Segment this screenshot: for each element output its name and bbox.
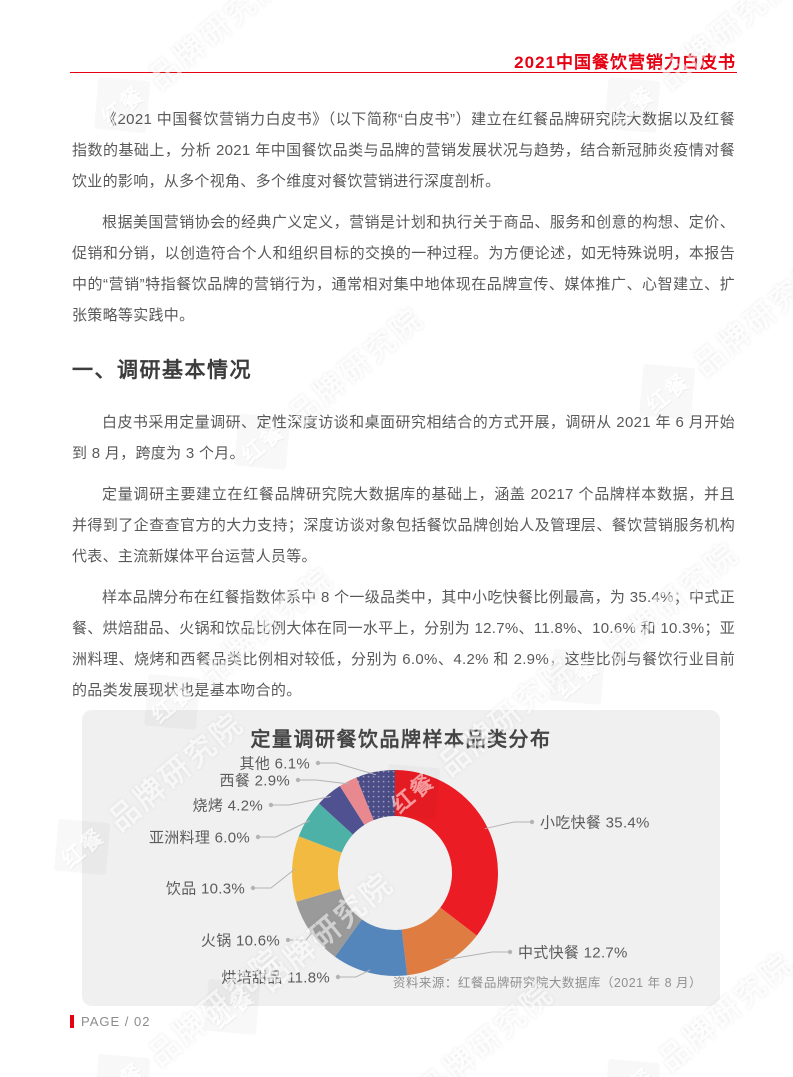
chart-label-8: 其他 6.1% <box>239 755 310 773</box>
donut-segment-0 <box>395 770 499 936</box>
chart-label-0: 小吃快餐 35.4% <box>540 814 650 832</box>
donut-segment-1 <box>401 907 477 976</box>
section-title: 一、调研基本情况 <box>72 359 252 382</box>
chart-label-1: 中式快餐 12.7% <box>518 944 628 962</box>
leader-dot-1 <box>507 949 513 955</box>
leader-dot-6 <box>268 802 274 808</box>
leader-dot-3 <box>285 937 291 943</box>
leader-dot-7 <box>295 777 301 783</box>
leader-dot-4 <box>250 885 256 891</box>
paragraph-intro: 《2021 中国餐饮营销力白皮书》（以下简称“白皮书”）建立在红餐品牌研究院大数… <box>72 111 735 190</box>
page-footer: PAGE / 02 <box>70 1014 150 1029</box>
watermark-logo-icon: 红餐 <box>94 1054 150 1077</box>
chart-label-5: 亚洲料理 6.0% <box>148 829 250 847</box>
chart-label-2: 烘培甜品 11.8% <box>221 969 330 987</box>
leader-line-6 <box>271 795 331 806</box>
watermark-text: 品牌研究院 <box>142 0 291 96</box>
leader-dot-0 <box>529 819 535 825</box>
leader-line-2 <box>338 969 371 978</box>
leader-dot-8 <box>315 760 321 766</box>
chart-title: 定量调研餐饮品牌样本品类分布 <box>250 729 552 751</box>
paragraph-method: 白皮书采用定量调研、定性深度访谈和桌面研究相结合的方式开展，调研从 2021 年… <box>72 414 735 462</box>
leader-dot-2 <box>335 974 341 980</box>
chart-label-7: 西餐 2.9% <box>219 772 290 790</box>
header-title: 2021中国餐饮营销力白皮书 <box>514 53 736 72</box>
chart-source-note: 资料来源：红餐品牌研究院大数据库（2021 年 8 月） <box>392 976 702 990</box>
leader-line-5 <box>258 820 311 838</box>
leader-dot-5 <box>255 834 261 840</box>
chart-label-4: 饮品 10.3% <box>165 880 245 898</box>
leader-line-4 <box>253 868 296 889</box>
watermark-logo-text: 红餐 <box>94 1054 151 1077</box>
header-rule <box>70 72 737 73</box>
donut-segment-3 <box>296 888 362 957</box>
leader-line-8 <box>318 762 377 776</box>
chart-label-6: 烧烤 4.2% <box>192 797 263 815</box>
donut-segment-5 <box>298 803 353 853</box>
donut-segment-6 <box>319 786 365 835</box>
footer-accent-bar <box>70 1015 74 1028</box>
watermark-logo-text: 红餐 <box>604 1059 661 1077</box>
paragraph-sample-distribution: 样本品牌分布在红餐指数体系中 8 个一级品类中，其中小吃快餐比例最高，为 35.… <box>72 589 735 699</box>
leader-line-0 <box>484 821 532 830</box>
leader-line-7 <box>298 779 350 785</box>
leader-line-3 <box>288 930 314 941</box>
page-number: PAGE / 02 <box>81 1014 151 1029</box>
chart-label-3: 火锅 10.6% <box>200 932 280 950</box>
watermark-logo-icon: 红餐 <box>604 1059 660 1077</box>
donut-chart: 小吃快餐 35.4% 中式快餐 12.7% 烘培甜品 11.8% 火锅 10.6% 饮品… <box>82 710 720 1006</box>
paragraph-data-scope: 定量调研主要建立在红餐品牌研究院大数据库的基础上，涵盖 20217 个品牌样本数… <box>72 486 735 565</box>
donut-chart-svg <box>250 760 535 980</box>
paragraph-definition: 根据美国营销协会的经典广义定义，营销是计划和执行关于商品、服务和创意的构想、定价… <box>72 214 735 324</box>
donut-segment-8 <box>356 770 395 821</box>
donut-segment-7 <box>339 777 374 825</box>
donut-segment-2 <box>334 919 408 977</box>
leader-line-1 <box>444 951 510 961</box>
chart-panel: 定量调研餐饮品牌样本品类分布 小吃快餐 35.4% 中式快餐 12.7% 烘培甜品 … <box>82 710 720 1006</box>
donut-segment-4 <box>291 836 342 902</box>
